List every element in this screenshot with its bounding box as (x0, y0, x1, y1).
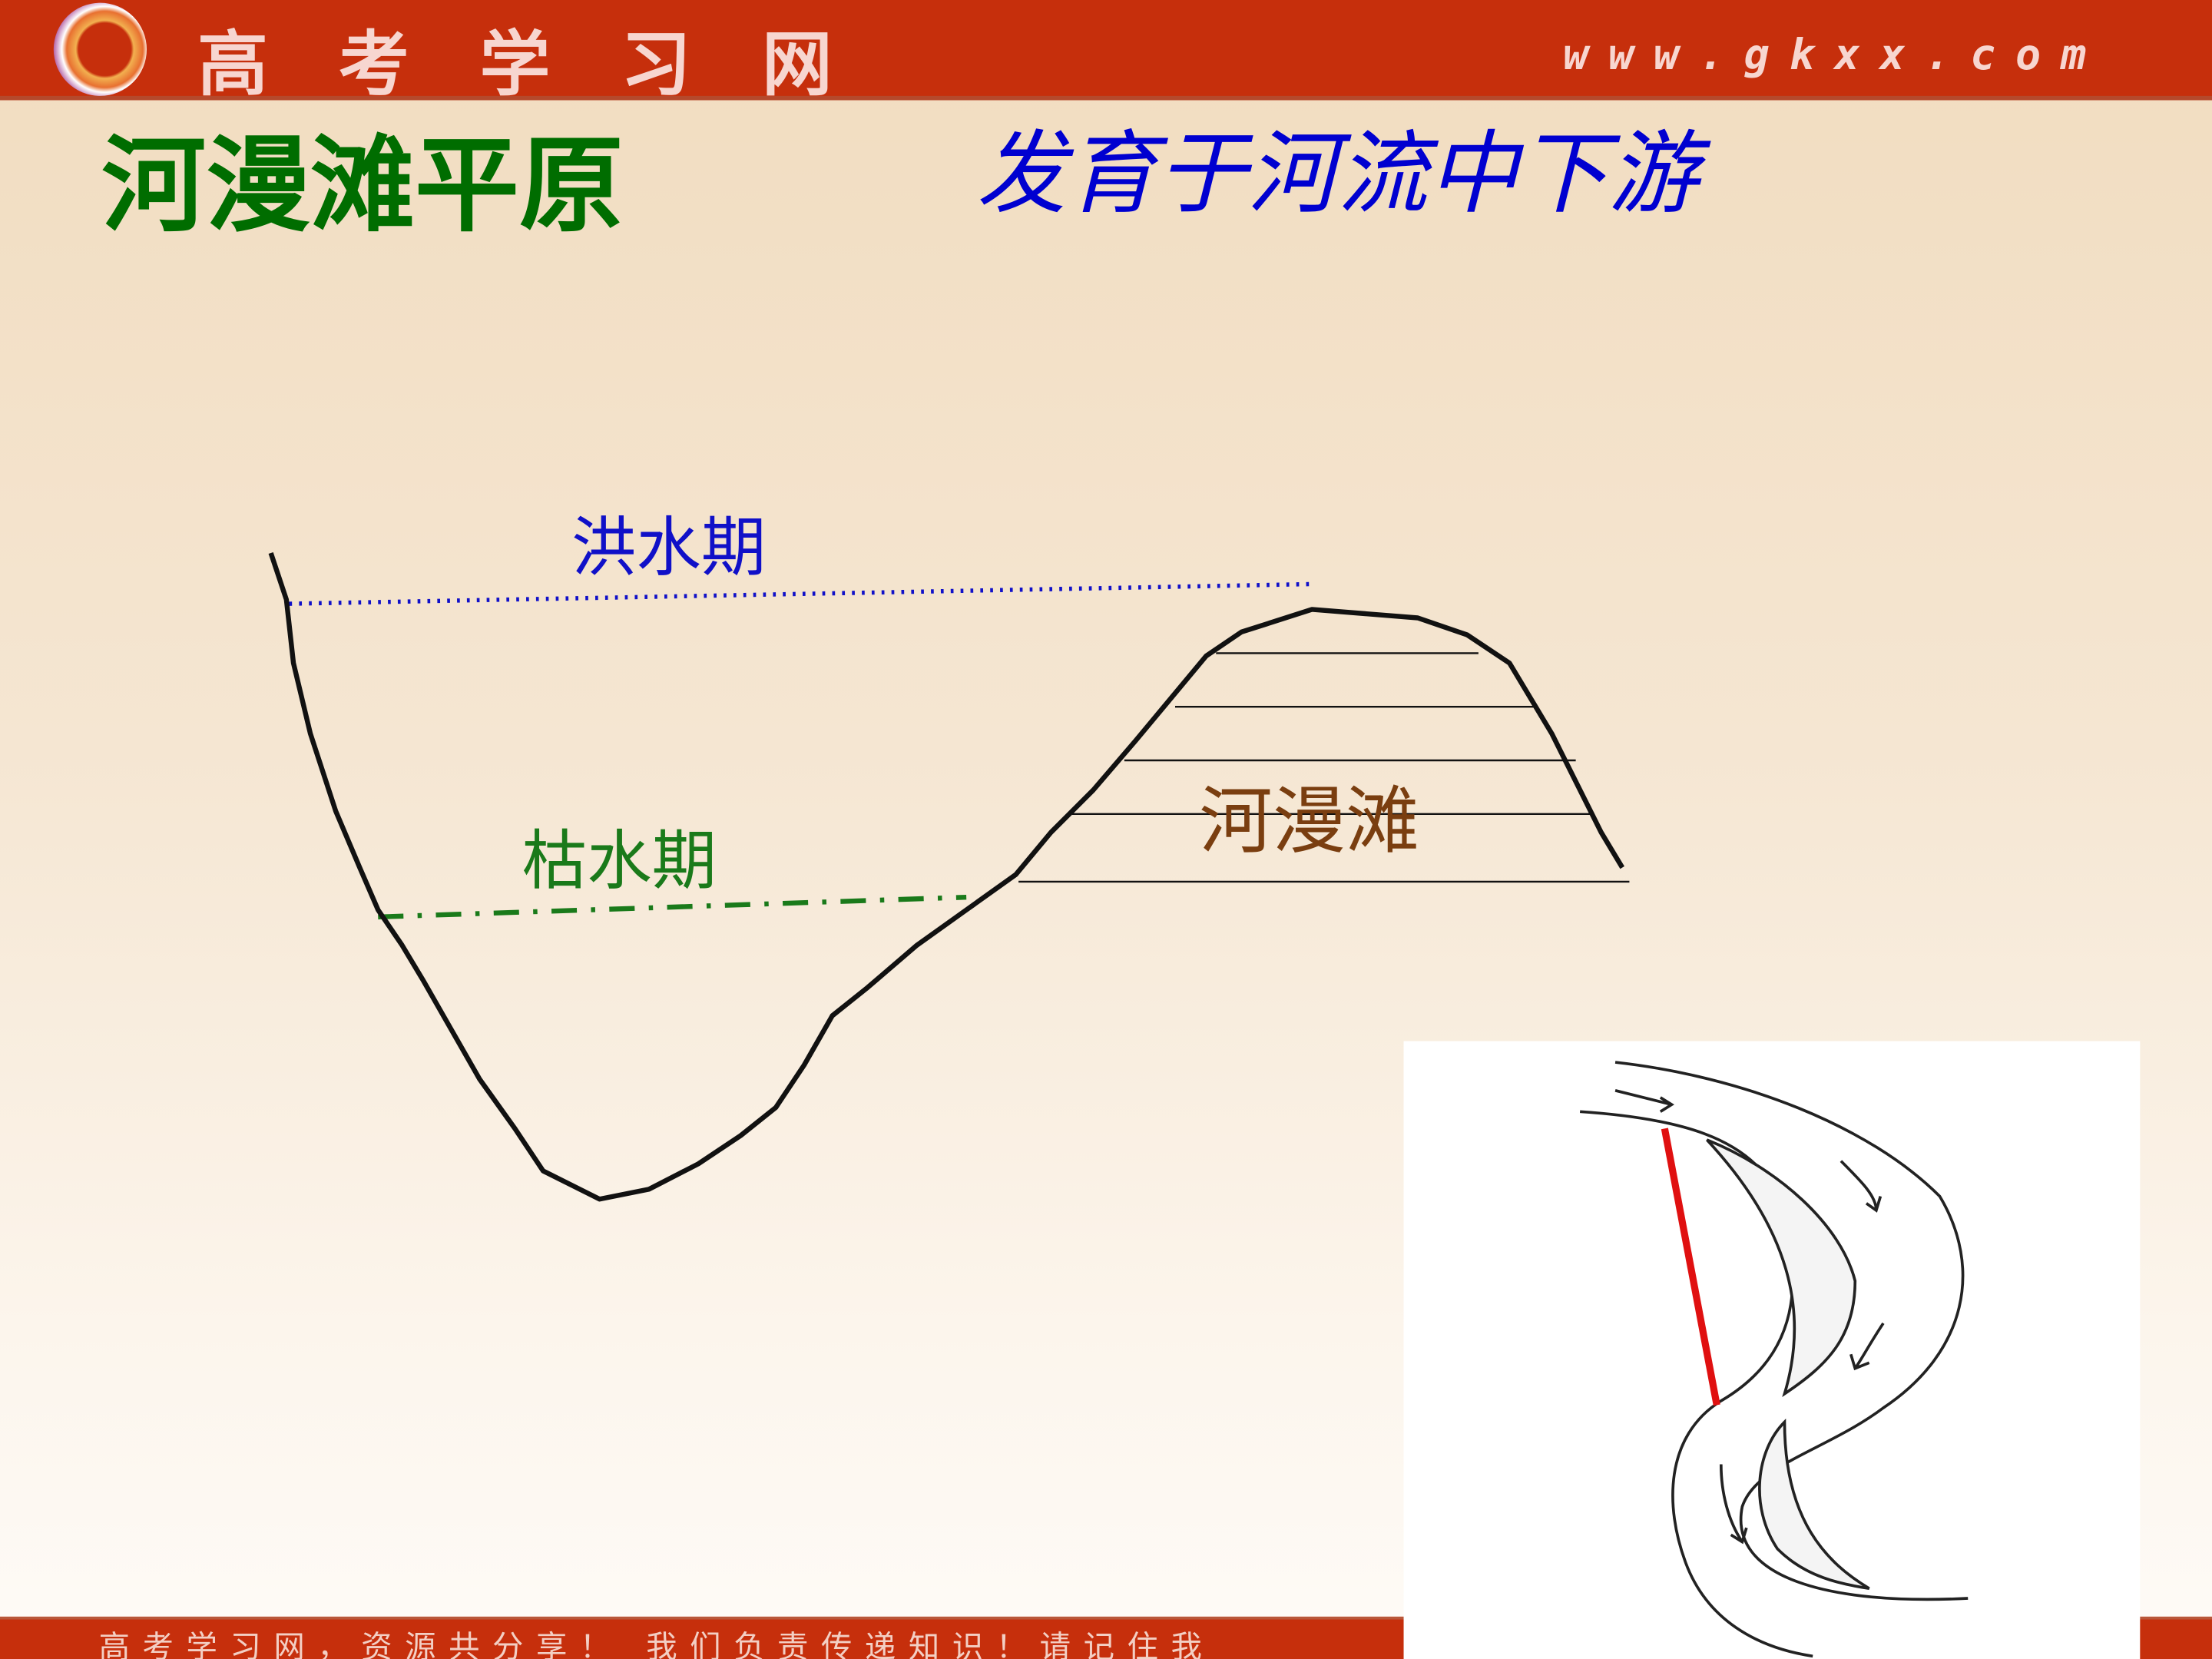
meander-illustration (1403, 1041, 2141, 1659)
flood-water-level (289, 581, 1315, 606)
brand-name: 高考学习网 (197, 24, 903, 106)
valley-profile (268, 551, 1624, 1202)
floodplain-label: 河漫滩 (1199, 780, 1419, 865)
flood-period-label: 洪水期 (571, 509, 767, 586)
footer-text: 高考学习网，资源共分享！ 我们负责传递知识！请记住我 (98, 1631, 1215, 1659)
dry-water-level (378, 894, 967, 920)
flow-arrow-3 (1849, 1322, 1885, 1371)
migration-line (1661, 1128, 1720, 1406)
flow-arrow-4 (1719, 1464, 1748, 1545)
outer-bank (1614, 1061, 1969, 1601)
gkxx-logo-icon (53, 2, 147, 96)
dry-period-label: 枯水期 (522, 822, 717, 899)
point-bar-upper (1706, 1138, 1857, 1398)
slide-title: 河漫滩平原 (101, 125, 624, 247)
meander-drawing (1580, 1061, 1969, 1658)
slide-subtitle: 发育于河流中下游 (976, 122, 1699, 227)
floodplain-hatch-lines (1018, 652, 1630, 883)
point-bar-lower (1758, 1418, 1870, 1590)
flow-arrow-2 (1839, 1160, 1883, 1213)
flow-arrow-1 (1614, 1089, 1674, 1113)
header-bar: 高考学习网 www.gkxx.com (0, 0, 2212, 106)
inner-bank (1580, 1110, 1813, 1658)
site-url: www.gkxx.com (1563, 31, 2106, 81)
